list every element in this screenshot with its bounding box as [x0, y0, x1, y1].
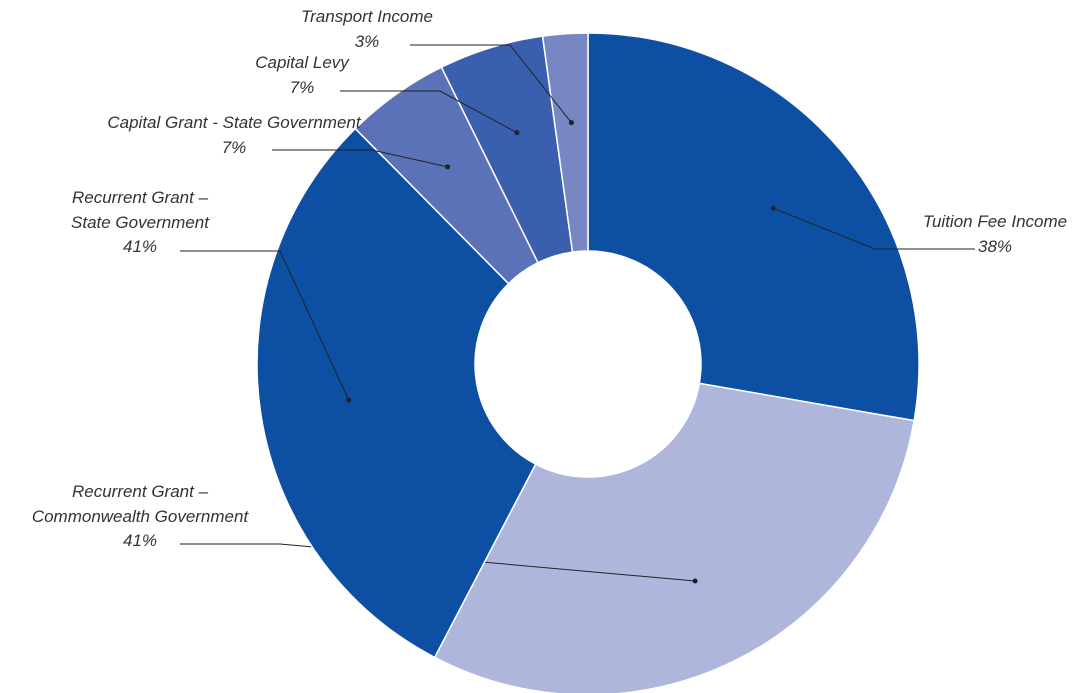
value-label: 41%	[122, 531, 158, 550]
leader-line	[180, 250, 350, 401]
leader-dot	[770, 205, 776, 211]
leader-dot	[568, 120, 574, 126]
category-name: Tuition Fee Income	[922, 212, 1068, 231]
donut-slice	[541, 32, 589, 253]
slice-label: Transport Income 3%	[267, 5, 467, 54]
leader-line	[340, 90, 518, 134]
value-label: 3%	[354, 31, 380, 51]
slice-label: Recurrent Grant – State Government 41%	[55, 186, 225, 260]
donut-slice	[587, 32, 920, 422]
leader-dot	[514, 130, 520, 136]
category-name: Transport Income	[301, 7, 433, 26]
leader-line	[410, 44, 572, 123]
slice-label: Recurrent Grant – Commonwealth Governmen…	[25, 480, 255, 554]
value-label: 7%	[289, 77, 315, 97]
donut-slice	[256, 127, 537, 659]
leader-line	[180, 543, 696, 582]
leader-dot	[346, 397, 352, 403]
leader-line	[272, 149, 448, 168]
slice-label: Capital Grant - State Government 7%	[64, 111, 404, 160]
leader-line	[772, 207, 975, 250]
value-label: 38%	[977, 236, 1013, 256]
category-name: Recurrent Grant – State Government	[71, 188, 209, 232]
category-name: Capital Grant - State Government	[107, 113, 361, 132]
slice-label: Tuition Fee Income 38%	[895, 210, 1087, 259]
category-name: Recurrent Grant – Commonwealth Governmen…	[31, 482, 249, 526]
value-label: 41%	[122, 237, 158, 256]
donut-slice	[433, 382, 915, 693]
value-label: 7%	[221, 137, 247, 157]
leader-dot	[692, 578, 698, 584]
category-name: Capital Levy	[255, 53, 349, 72]
slice-label: Capital Levy 7%	[227, 51, 377, 100]
leader-dot	[445, 164, 451, 170]
